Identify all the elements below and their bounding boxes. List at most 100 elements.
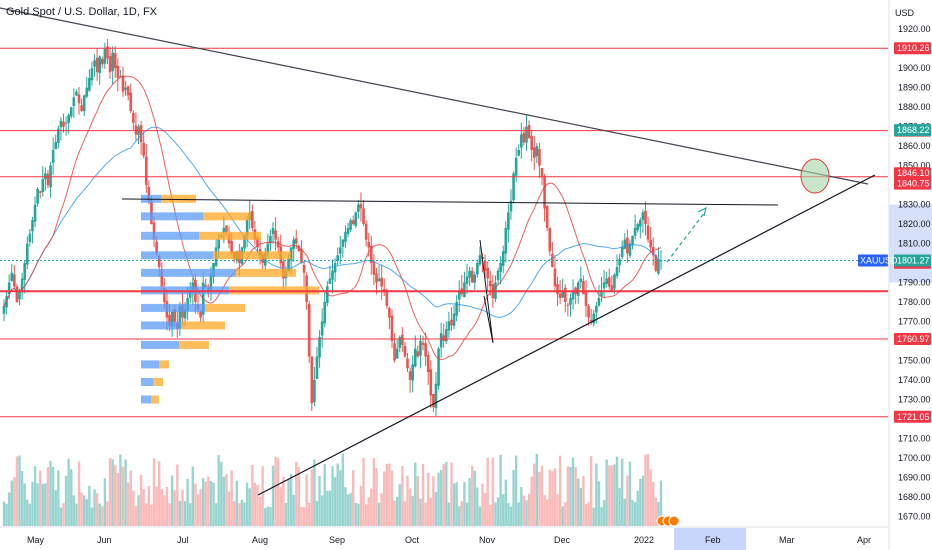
y-tick-label: 1790.00: [898, 277, 931, 287]
volume-bar: [168, 503, 171, 526]
volume-bar: [644, 454, 647, 526]
volume-profile-bar: [151, 395, 159, 404]
last-price-tag-bg: [894, 254, 931, 267]
volume-bar: [300, 507, 303, 526]
volume-bar: [362, 457, 365, 526]
candle-body: [569, 298, 572, 305]
volume-bar: [2, 501, 6, 526]
y-tick-label: 1700.00: [898, 453, 931, 463]
y-tick-label: 1730.00: [898, 394, 931, 404]
x-tick-label: Mar: [779, 535, 795, 545]
candle-body: [406, 358, 409, 369]
candle-body: [276, 241, 280, 248]
candle-body: [657, 259, 660, 274]
candle-body: [398, 337, 402, 349]
volume-bar: [119, 454, 122, 526]
volume-profile-bar: [141, 340, 179, 349]
volume-bar: [333, 477, 337, 526]
volume-bar: [256, 484, 259, 526]
volume-bar: [646, 453, 650, 526]
volume-bar: [18, 455, 21, 526]
candle-body: [318, 337, 321, 358]
candle-body: [54, 142, 58, 150]
candle-body: [160, 269, 164, 287]
candle-body: [344, 231, 347, 242]
volume-bar: [633, 502, 637, 526]
volume-bar: [455, 482, 458, 526]
y-tick-label: 1850.00: [898, 161, 931, 171]
candle-body: [25, 243, 29, 265]
volume-bar: [346, 494, 350, 526]
volume-bar: [114, 464, 117, 526]
candle-body: [651, 247, 655, 256]
candle-body: [170, 311, 174, 328]
candle-body: [13, 274, 16, 287]
candle-body: [15, 286, 19, 302]
volume-bar: [530, 476, 533, 526]
candle-body: [473, 274, 477, 283]
candle-body: [390, 315, 394, 341]
candle-body: [88, 77, 91, 91]
volume-bar: [403, 501, 407, 526]
volume-profile-bar: [141, 268, 236, 277]
moving-average-slow: [3, 126, 662, 318]
candle-body: [561, 290, 565, 298]
volume-bar: [545, 499, 549, 526]
volume-bar: [49, 460, 52, 526]
volume-bar: [106, 501, 109, 526]
candle-body: [543, 176, 546, 209]
volume-bar: [295, 461, 298, 526]
candle-body: [607, 277, 611, 287]
volume-bar: [652, 481, 655, 526]
x-tick-label: 2022: [634, 535, 654, 545]
volume-bar: [452, 483, 456, 526]
volume-bar: [398, 484, 401, 526]
candle-body: [618, 259, 621, 266]
candle-body: [90, 68, 94, 81]
volume-bar: [284, 502, 288, 526]
candle-body: [310, 356, 314, 404]
volume-bar: [23, 483, 26, 526]
candle-body: [217, 239, 220, 249]
volume-bar: [370, 488, 373, 526]
volume-bar: [582, 475, 585, 526]
y-tick-label: 1770.00: [898, 316, 931, 326]
candle-body: [313, 379, 316, 403]
volume-bar: [566, 466, 570, 526]
candle-body: [367, 241, 371, 248]
candle-body: [437, 348, 440, 386]
candle-body: [124, 87, 127, 90]
candle-body: [641, 212, 645, 221]
volume-bar: [476, 487, 479, 526]
candle-body: [274, 230, 277, 240]
volume-bar: [72, 495, 76, 526]
event-marker: [668, 515, 680, 527]
candle-body: [62, 121, 65, 127]
volume-profile-bar: [159, 360, 169, 369]
volume-bar: [292, 494, 295, 526]
candle-body: [338, 247, 342, 254]
volume-bar: [33, 466, 37, 526]
candle-body: [129, 92, 133, 112]
volume-bar: [64, 475, 68, 526]
volume-bar: [390, 470, 394, 526]
candle-body: [147, 187, 151, 201]
volume-bar: [579, 487, 583, 526]
candle-body: [636, 224, 640, 230]
volume-bar: [458, 506, 461, 526]
price-level-tag-bg: [894, 333, 931, 346]
descending-trendline: [0, 7, 869, 185]
candle-body: [509, 200, 513, 212]
candle-body: [628, 243, 632, 256]
candle-body: [566, 304, 570, 306]
candle-body: [439, 333, 443, 348]
time-range-highlight: [674, 528, 746, 550]
candle-body: [372, 262, 376, 275]
volume-bar: [251, 465, 254, 526]
volume-bar: [385, 464, 389, 526]
volume-bar: [217, 455, 220, 526]
volume-profile-bar: [141, 251, 213, 260]
volume-profile-bar: [161, 194, 196, 203]
